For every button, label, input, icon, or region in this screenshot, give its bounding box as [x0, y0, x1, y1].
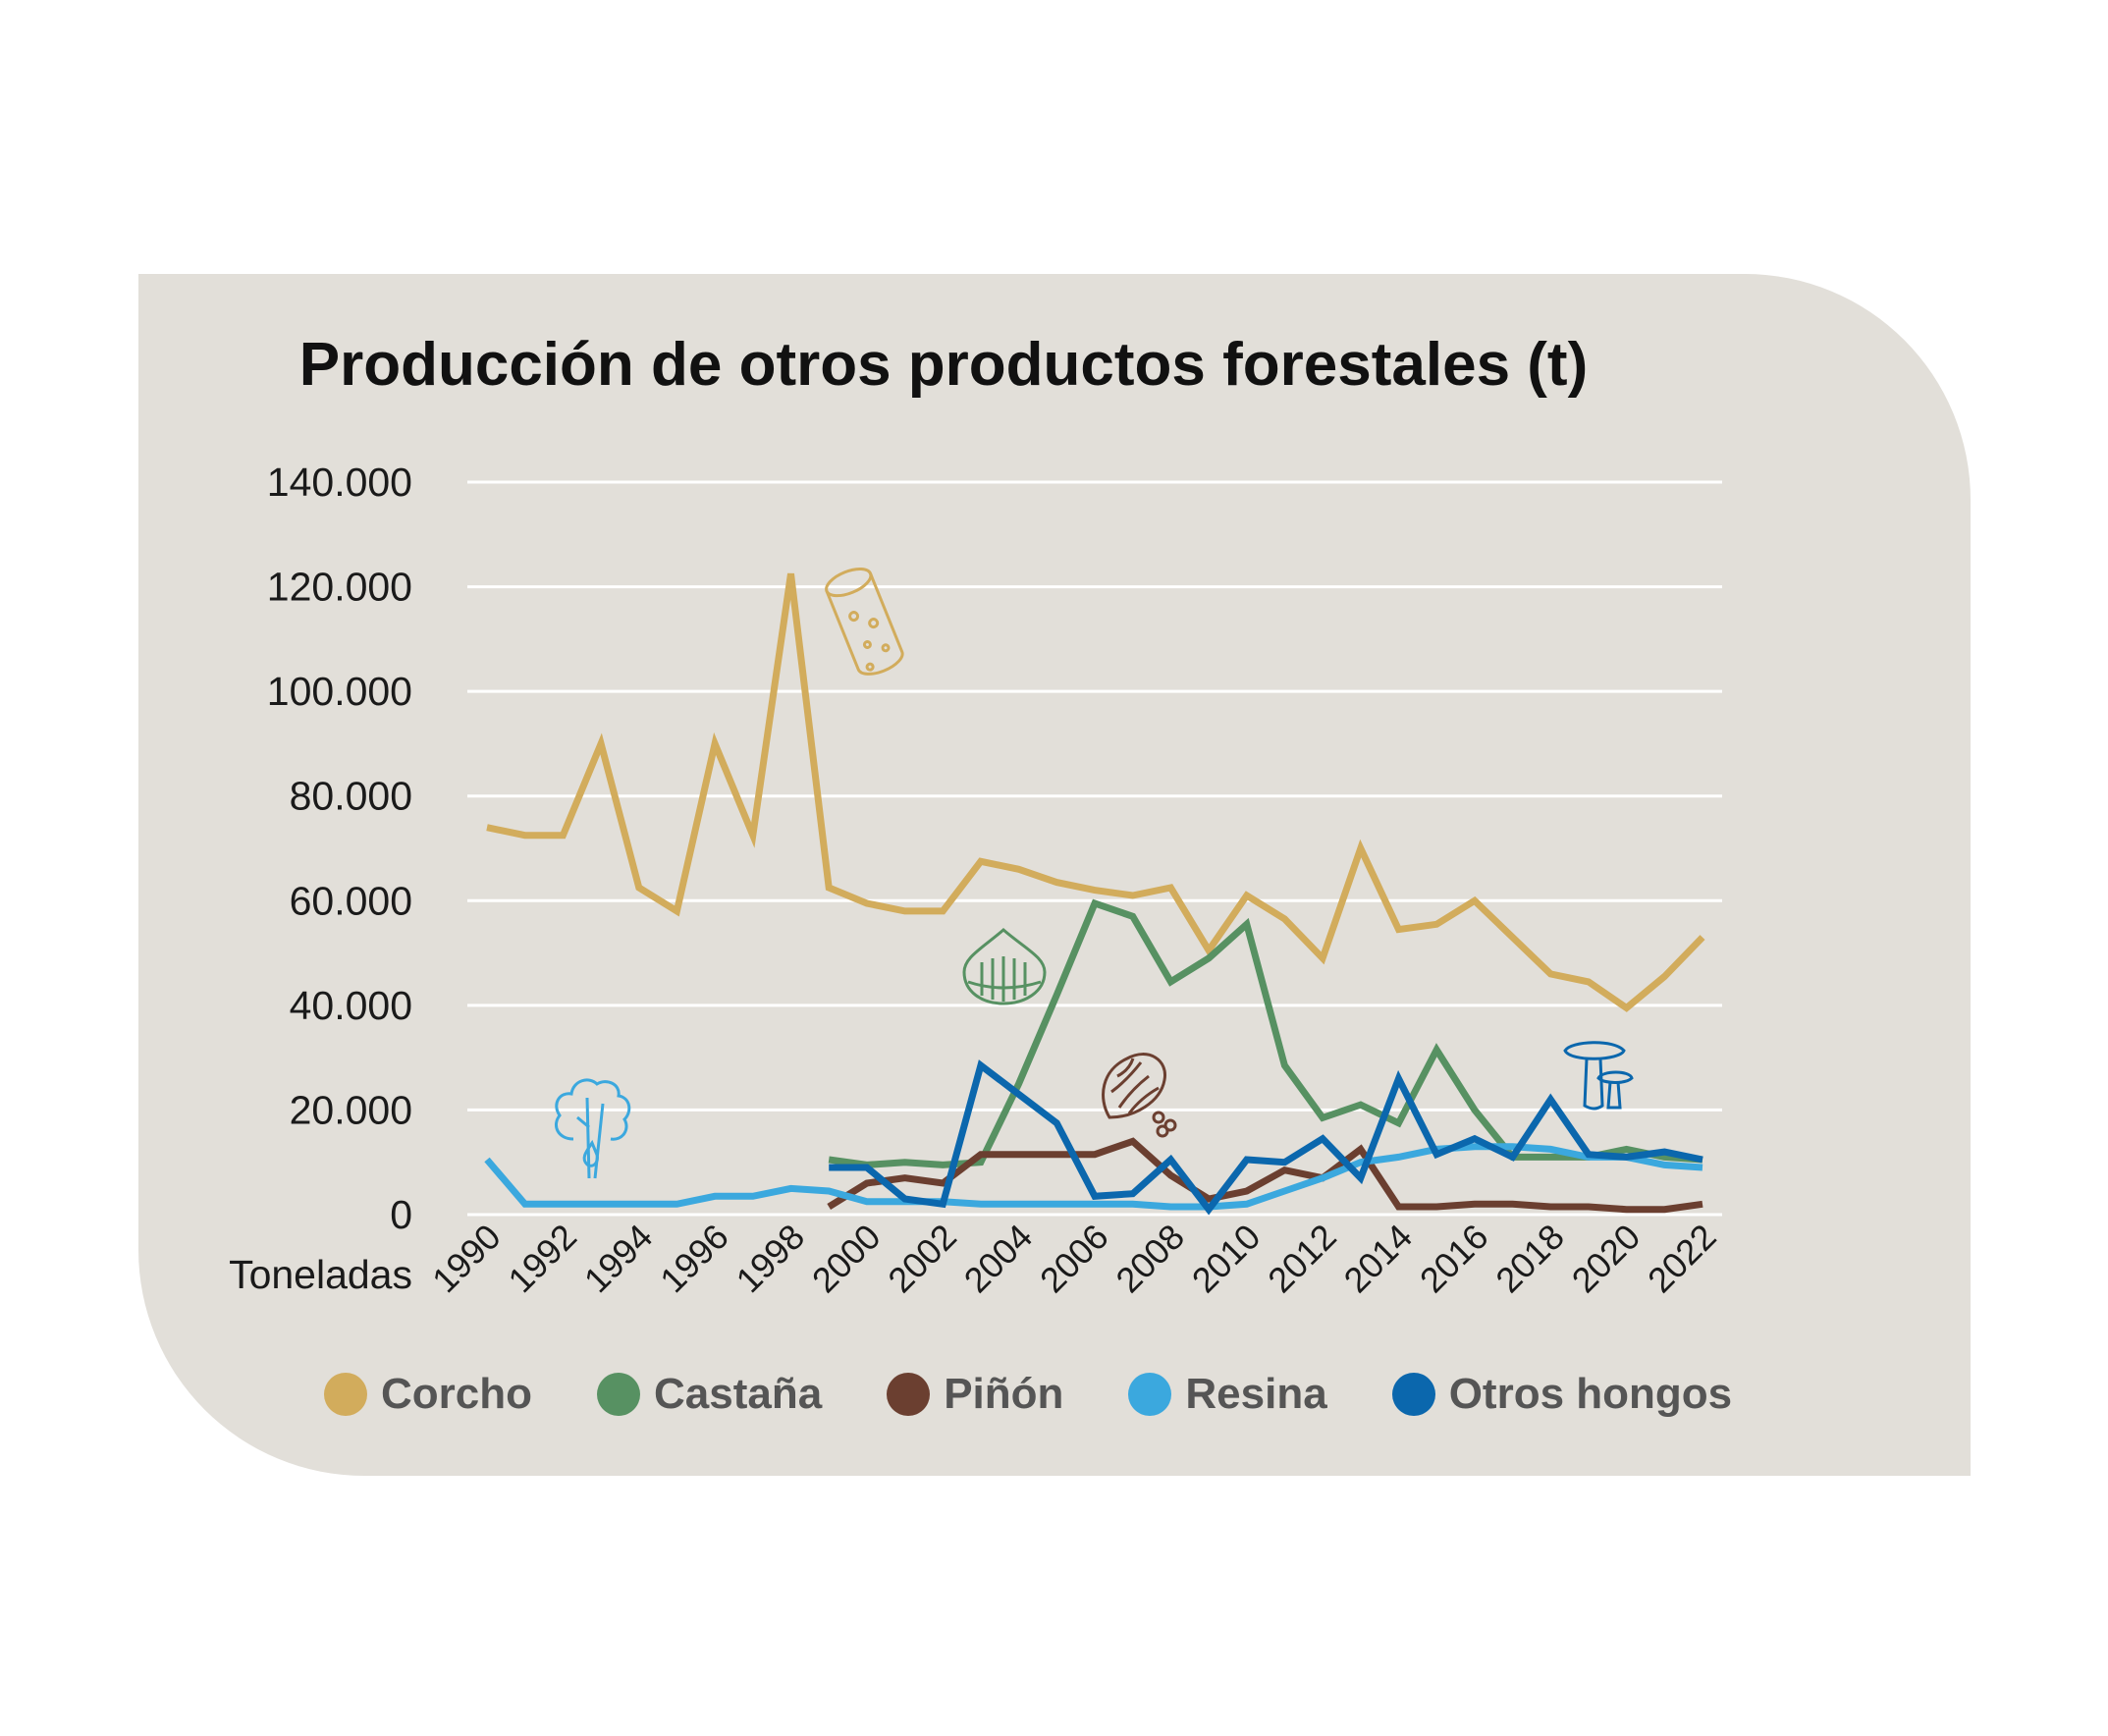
series-line-pinón [827, 1137, 1703, 1214]
legend-item-castana: Castaña [597, 1370, 822, 1419]
y-tick-label: 60.000 [290, 878, 412, 923]
gridlines [467, 480, 1722, 1217]
y-tick-label: 120.000 [267, 565, 412, 610]
x-tick-label: 2020 [1564, 1217, 1649, 1301]
legend-swatch-pinon [887, 1373, 931, 1416]
y-tick-label: 80.000 [290, 774, 412, 819]
legend-item-resina: Resina [1128, 1370, 1327, 1419]
x-tick-label: 2006 [1032, 1217, 1116, 1301]
legend-label-resina: Resina [1185, 1370, 1327, 1418]
series-line-otros-hongos [829, 1059, 1703, 1216]
y-axis-label: Toneladas [229, 1252, 412, 1297]
mushroom-icon [1563, 1041, 1634, 1111]
series-lines [484, 572, 1705, 1216]
series-line-corcho [486, 572, 1705, 1012]
resin-tree-icon [555, 1078, 631, 1179]
legend-label-corcho: Corcho [381, 1370, 532, 1418]
x-tick-label: 2000 [804, 1217, 889, 1301]
x-tick-label: 2012 [1260, 1217, 1344, 1301]
chart-card [138, 274, 1971, 1476]
legend-item-pinon: Piñón [887, 1370, 1063, 1419]
x-tick-label: 1996 [652, 1217, 736, 1301]
x-tick-label: 2016 [1412, 1217, 1496, 1301]
legend-swatch-otros-hongos [1391, 1373, 1435, 1416]
pinecone-icon [1102, 1053, 1177, 1138]
legend-label-pinon: Piñón [944, 1370, 1064, 1418]
x-tick-label: 1998 [729, 1217, 813, 1301]
x-tick-label: 2002 [880, 1217, 964, 1301]
y-tick-label: 140.000 [267, 460, 412, 505]
legend-swatch-corcho [324, 1373, 367, 1416]
legend-label-castana: Castaña [654, 1370, 823, 1418]
y-tick-label: 20.000 [290, 1087, 412, 1132]
x-tick-label: 2004 [956, 1217, 1041, 1301]
chestnut-icon [962, 928, 1047, 1005]
legend-item-otros-hongos: Otros hongos [1391, 1370, 1733, 1419]
legend-swatch-castana [597, 1373, 640, 1416]
x-tick-label: 2010 [1184, 1217, 1269, 1301]
y-tick-label: 40.000 [290, 983, 412, 1028]
y-tick-label: 0 [390, 1192, 412, 1237]
legend: Corcho Castaña Piñón Resina Otros hongos [324, 1365, 1797, 1424]
x-axis-ticks: 1990199219941996199820002002200420062008… [424, 1217, 1724, 1301]
series-line-resina [484, 1143, 1703, 1211]
legend-label-otros-hongos: Otros hongos [1448, 1370, 1733, 1418]
y-tick-label: 100.000 [267, 669, 412, 714]
x-tick-label: 1990 [424, 1217, 509, 1301]
chart-title: Producción de otros productos forestales… [298, 331, 1589, 399]
x-tick-label: 2022 [1640, 1217, 1724, 1301]
x-tick-label: 2014 [1336, 1217, 1421, 1301]
legend-swatch-resina [1128, 1373, 1172, 1416]
x-tick-label: 1994 [576, 1217, 661, 1301]
x-tick-label: 1992 [500, 1217, 584, 1301]
cork-icon [825, 567, 904, 676]
y-axis-ticks: 0 20.000 40.000 60.000 80.000 100.000 120.000 1… [267, 460, 412, 1237]
x-tick-label: 2008 [1108, 1217, 1192, 1301]
legend-item-corcho: Corcho [324, 1370, 532, 1419]
x-tick-label: 2018 [1487, 1217, 1572, 1301]
